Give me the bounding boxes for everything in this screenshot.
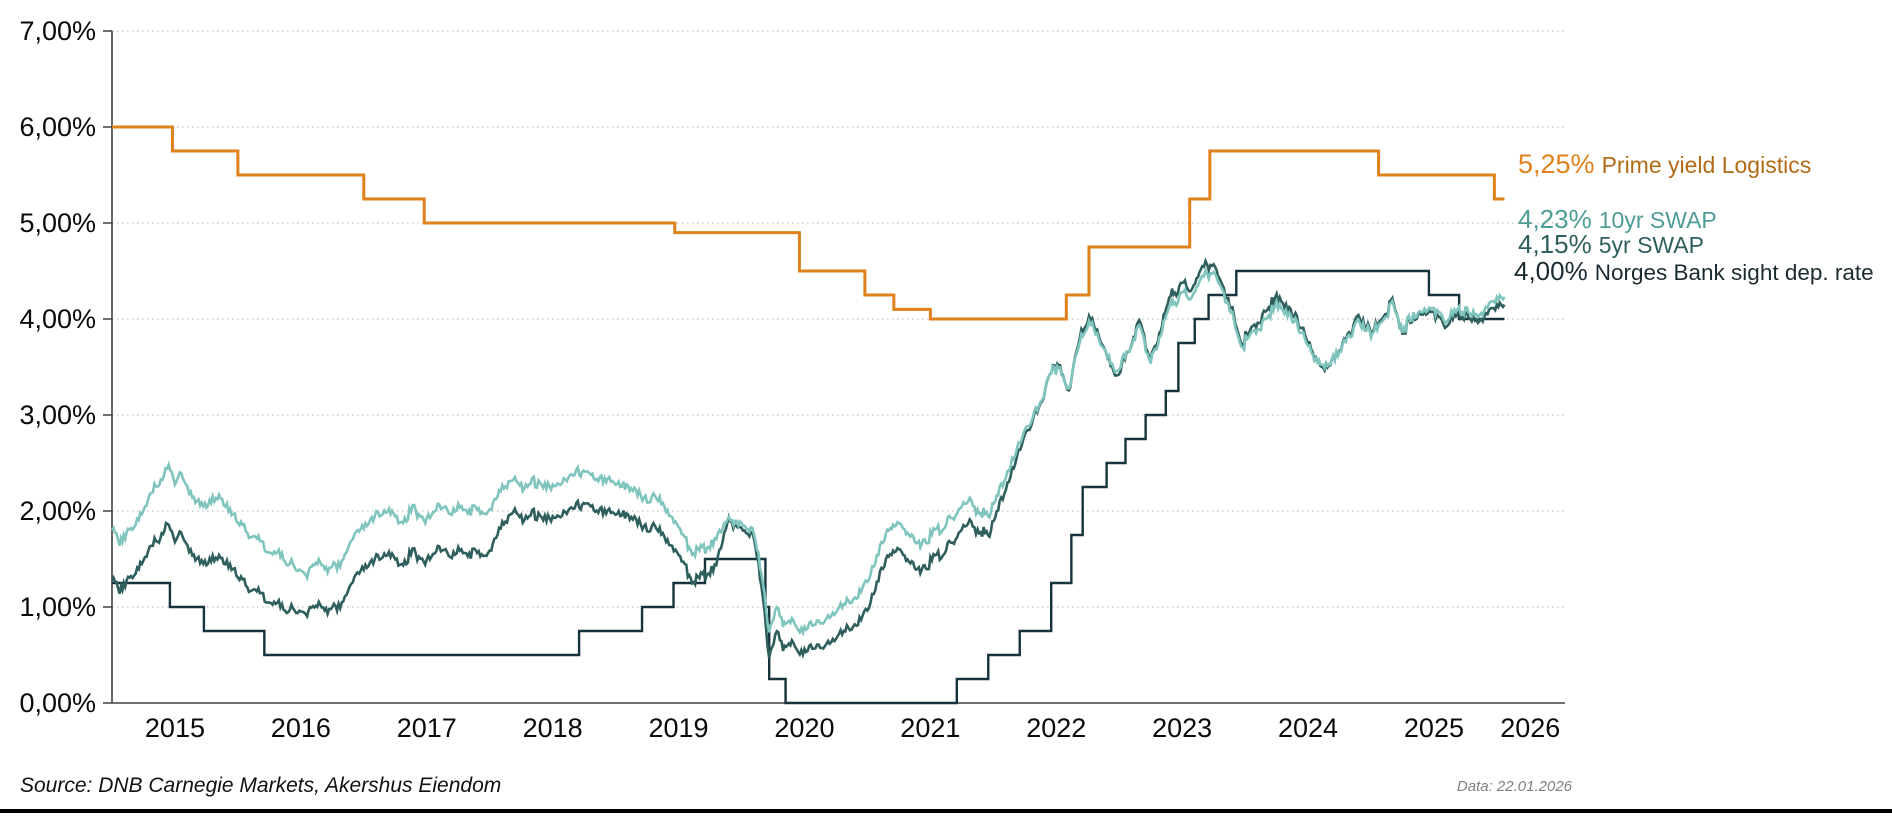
x-axis-label: 2022 (1026, 713, 1086, 743)
x-axis-label: 2020 (774, 713, 834, 743)
x-axis-label: 2016 (271, 713, 331, 743)
prime-yield-name: Prime yield Logistics (1601, 152, 1812, 178)
y-axis-label: 5,00% (19, 208, 96, 238)
y-axis-label: 0,00% (19, 688, 96, 718)
series-label-10yr-swap: 4,23% 10yr SWAP (1518, 204, 1717, 234)
x-axis-label: 2026 (1500, 713, 1560, 743)
y-axis-label: 7,00% (19, 16, 96, 46)
x-axis-label: 2015 (145, 713, 205, 743)
source-note: Source: DNB Carnegie Markets, Akershus E… (20, 774, 502, 797)
y-axis-label: 4,00% (19, 304, 96, 334)
x-axis-label: 2024 (1278, 713, 1338, 743)
y-axis-label: 1,00% (19, 592, 96, 622)
x-axis-label: 2021 (900, 713, 960, 743)
series-line-norges-bank-sight-dep-rate (112, 269, 1505, 705)
y-axis-label: 2,00% (19, 496, 96, 526)
x-axis-label: 2023 (1152, 713, 1212, 743)
series-line-10yr-swap (110, 266, 1506, 637)
swap-10yr-value: 4,23% (1518, 204, 1592, 234)
series-label-5yr-swap: 4,15% 5yr SWAP (1518, 229, 1704, 259)
x-axis-label: 2017 (397, 713, 457, 743)
x-axis-label: 2018 (523, 713, 583, 743)
prime-yield-value: 5,25% (1518, 149, 1595, 179)
x-axis-label: 2025 (1404, 713, 1464, 743)
swap-5yr-name: 5yr SWAP (1598, 232, 1704, 258)
norges-rate-value: 4,00% (1514, 256, 1588, 286)
series-label-prime-yield: 5,25% Prime yield Logistics (1518, 150, 1811, 178)
bottom-border-bar (0, 809, 1892, 813)
swap-10yr-name: 10yr SWAP (1598, 207, 1717, 233)
y-axis-label: 3,00% (19, 400, 96, 430)
series-label-norges-rate: 4,00% Norges Bank sight dep. rate (1514, 256, 1874, 286)
series-line-prime-yield-logistics (112, 125, 1505, 321)
swap-5yr-value: 4,15% (1518, 229, 1592, 259)
x-axis-label: 2019 (649, 713, 709, 743)
norges-rate-name: Norges Bank sight dep. rate (1594, 260, 1874, 285)
y-axis-label: 6,00% (19, 112, 96, 142)
data-date-note: Data: 22.01.2026 (1456, 778, 1572, 795)
